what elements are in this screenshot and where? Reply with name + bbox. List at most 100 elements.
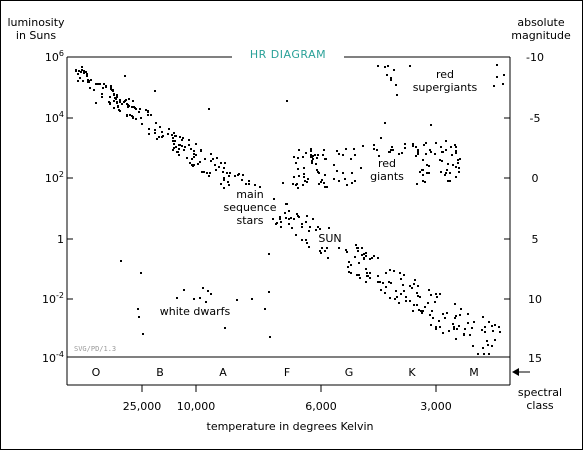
- main-sequence-star: [348, 271, 350, 273]
- red-giant-star: [292, 183, 294, 185]
- main-sequence-star: [218, 166, 220, 168]
- main-sequence-star: [223, 167, 225, 169]
- red-giant-star: [346, 184, 348, 186]
- red-giant-star: [317, 154, 319, 156]
- main-sequence-star: [113, 100, 115, 102]
- red-giant-star: [318, 172, 320, 174]
- main-sequence-star: [293, 218, 295, 220]
- red-giant-star: [439, 159, 441, 161]
- main-sequence-star: [168, 128, 170, 130]
- left-axis-label-line2: in Suns: [15, 29, 57, 42]
- main-sequence-star: [452, 323, 454, 325]
- main-sequence-star: [208, 175, 210, 177]
- main-sequence-star: [405, 300, 407, 302]
- red-giant-star: [378, 155, 380, 157]
- main-sequence-star: [305, 221, 307, 223]
- main-sequence-star: [358, 262, 360, 264]
- main-sequence-star: [125, 99, 127, 101]
- main-sequence-star: [464, 328, 466, 330]
- red-giant-star: [412, 143, 414, 145]
- main-sequence-star: [206, 172, 208, 174]
- main-sequence-star: [201, 171, 203, 173]
- main-sequence-star: [417, 295, 419, 297]
- main-sequence-star: [382, 282, 384, 284]
- red-giant-star: [310, 154, 312, 156]
- red-giant-star: [303, 173, 305, 175]
- main-sequence-star: [215, 169, 217, 171]
- main-sequence-star: [223, 179, 225, 181]
- spectral-class-g: G: [344, 366, 354, 379]
- white-dwarf-star: [193, 298, 195, 300]
- main-sequence-star: [138, 111, 140, 113]
- red-supergiant-star: [387, 65, 389, 67]
- red-giant-star: [457, 159, 459, 161]
- main-sequence-star: [454, 317, 456, 319]
- spectral-class-b: B: [156, 366, 164, 379]
- red-giant-star: [417, 153, 419, 155]
- main-sequence-star: [101, 96, 103, 98]
- main-sequence-star: [195, 154, 197, 156]
- main-sequence-star: [357, 247, 359, 249]
- red-giant-star: [298, 149, 300, 151]
- red-giant-star: [388, 151, 390, 153]
- main-sequence-star: [380, 289, 382, 291]
- red-giant-star: [423, 144, 425, 146]
- main-sequence-star: [321, 247, 323, 249]
- main-sequence-star: [237, 174, 239, 176]
- main-sequence-star: [435, 328, 437, 330]
- main-sequence-star: [245, 183, 247, 185]
- red-giant-star: [324, 186, 326, 188]
- main-sequence-star: [409, 300, 411, 302]
- scattered-star: [95, 102, 97, 104]
- red-giant-star: [310, 148, 312, 150]
- main-sequence-star: [101, 93, 103, 95]
- main-sequence-star: [365, 252, 367, 254]
- main-sequence-star: [115, 98, 117, 100]
- main-sequence-star: [394, 298, 396, 300]
- red-supergiant-star: [390, 77, 392, 79]
- main-sequence-star: [197, 163, 199, 165]
- red-giant-star: [311, 162, 313, 164]
- red-giant-star: [342, 172, 344, 174]
- white-dwarf-star: [205, 301, 207, 303]
- main-sequence-star: [273, 198, 275, 200]
- main-sequence-star: [435, 293, 437, 295]
- main-sequence-star: [140, 117, 142, 119]
- main-sequence-star: [455, 315, 457, 317]
- main-sequence-star: [498, 326, 500, 328]
- red-giant-star: [323, 149, 325, 151]
- main-sequence-star: [454, 303, 456, 305]
- main-sequence-star: [312, 218, 314, 220]
- red-giant-star: [310, 150, 312, 152]
- main-sequence-star: [129, 114, 131, 116]
- main-sequence-star: [95, 83, 97, 85]
- main-sequence-star: [396, 296, 398, 298]
- main-sequence-star: [355, 244, 357, 246]
- main-sequence-star: [126, 114, 128, 116]
- main-sequence-star: [90, 79, 92, 81]
- main-sequence-star: [430, 294, 432, 296]
- red-giant-star: [455, 146, 457, 148]
- annotation-main-sequence-line2: sequence: [218, 201, 282, 214]
- scattered-star: [282, 182, 284, 184]
- red-giant-star: [297, 187, 299, 189]
- red-giant-star: [322, 154, 324, 156]
- red-giant-star: [416, 183, 418, 185]
- main-sequence-star: [212, 158, 214, 160]
- main-sequence-star: [99, 83, 101, 85]
- main-sequence-star: [455, 338, 457, 340]
- main-sequence-star: [484, 326, 486, 328]
- main-sequence-star: [369, 277, 371, 279]
- red-giant-star: [316, 157, 318, 159]
- main-sequence-star: [254, 184, 256, 186]
- main-sequence-star: [416, 292, 418, 294]
- main-sequence-star: [319, 228, 321, 230]
- main-sequence-star: [172, 137, 174, 139]
- red-giant-star: [297, 168, 299, 170]
- red-supergiant-star: [502, 83, 504, 85]
- main-sequence-star: [467, 313, 469, 315]
- main-sequence-star: [418, 309, 420, 311]
- red-supergiant-star: [396, 94, 398, 96]
- main-sequence-star: [365, 268, 367, 270]
- main-sequence-star: [174, 140, 176, 142]
